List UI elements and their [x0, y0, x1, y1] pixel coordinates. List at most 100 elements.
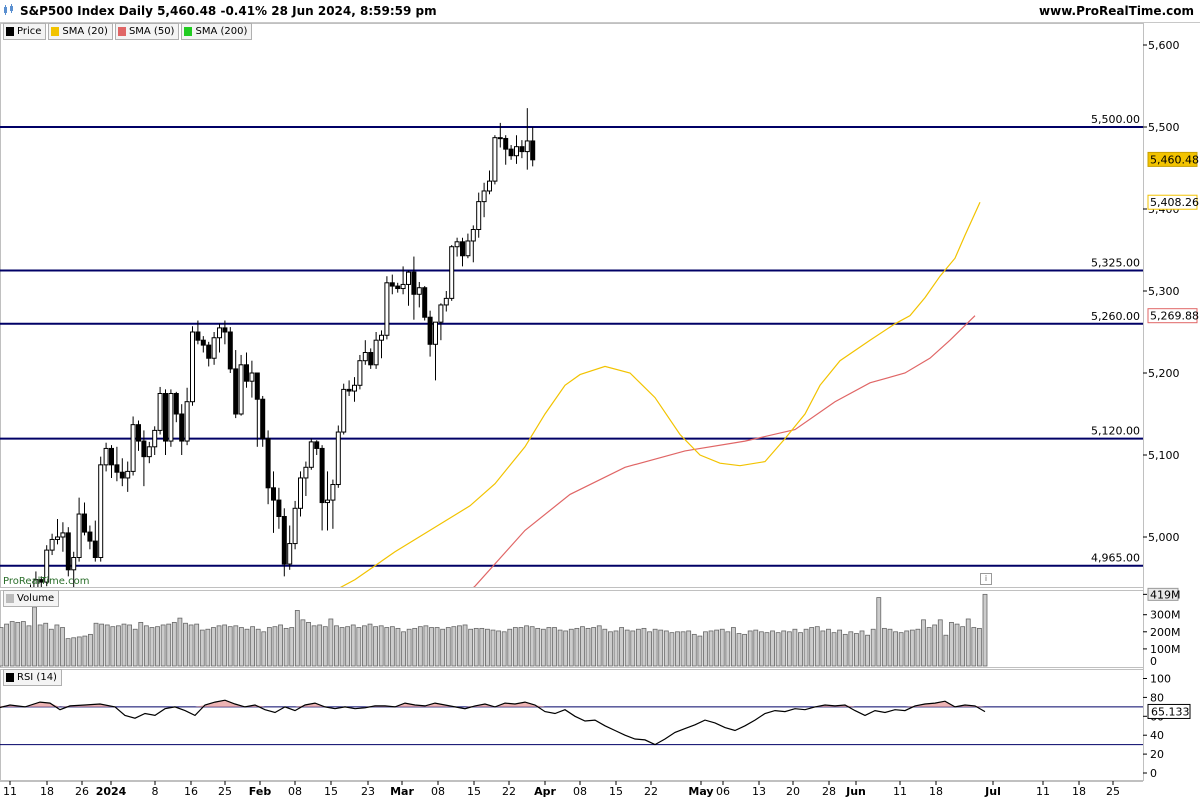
- candle-body: [49, 538, 55, 551]
- volume-bar: [138, 621, 144, 667]
- volume-bar: [742, 633, 747, 667]
- volume-bar: [876, 597, 882, 667]
- level-label: 5,260.00: [1091, 310, 1140, 323]
- candle-body: [233, 368, 239, 415]
- legend-item-sma200[interactable]: SMA (200): [181, 23, 253, 40]
- candle-body: [87, 531, 93, 542]
- x-tick-label: May: [688, 785, 713, 798]
- volume-bar: [753, 629, 759, 667]
- volume-bar: [798, 632, 803, 667]
- volume-bar: [199, 629, 205, 667]
- x-tick-label: Feb: [249, 785, 272, 798]
- volume-bar: [809, 627, 815, 667]
- volume-tick-label: 419M: [1150, 588, 1181, 601]
- candle-body: [157, 393, 163, 431]
- rsi-overbought-fill: [0, 700, 985, 707]
- volume-bar: [965, 618, 971, 667]
- volume-bar: [160, 624, 166, 667]
- volume-label: Volume: [17, 593, 55, 604]
- candle-body: [33, 579, 39, 587]
- x-tick-label: Apr: [534, 785, 556, 798]
- volume-bar: [451, 626, 457, 667]
- volume-bar: [893, 631, 898, 667]
- volume-bar: [580, 626, 585, 667]
- volume-bar: [37, 624, 43, 667]
- candle-body: [449, 246, 455, 299]
- x-tick-label: 20: [786, 785, 800, 798]
- rsi-line: [0, 699, 986, 746]
- volume-bar: [54, 624, 60, 667]
- volume-bar: [211, 627, 216, 667]
- x-tick-label: 16: [184, 785, 198, 798]
- volume-bar: [272, 626, 278, 667]
- candle-body: [173, 393, 179, 415]
- candle-body: [265, 438, 271, 489]
- volume-bar: [574, 627, 580, 667]
- candle-body: [470, 229, 476, 242]
- legend-item-price[interactable]: Price: [3, 23, 47, 40]
- volume-bar: [512, 627, 518, 667]
- volume-bar: [954, 623, 960, 667]
- volume-bar: [641, 627, 647, 667]
- volume-bar: [775, 632, 781, 667]
- volume-bar: [697, 635, 703, 667]
- volume-bar: [367, 623, 373, 667]
- info-icon[interactable]: i: [980, 573, 992, 585]
- candle-body: [341, 388, 347, 433]
- candle-body: [460, 241, 465, 257]
- legend-item-sma20[interactable]: SMA (20): [48, 23, 113, 40]
- volume-bar: [714, 629, 720, 667]
- volume-bar: [20, 621, 26, 667]
- volume-bar: [317, 624, 323, 667]
- candle-body: [335, 431, 341, 486]
- volume-bar: [244, 628, 250, 667]
- volume-bar: [658, 629, 664, 667]
- volume-bar: [121, 623, 127, 667]
- volume-bar: [250, 626, 255, 667]
- volume-bar: [322, 626, 328, 667]
- rsi-last-label: 65.133: [1151, 705, 1190, 718]
- volume-bar: [837, 629, 843, 667]
- volume-bar: [630, 630, 636, 667]
- volume-bar: [468, 628, 474, 667]
- candle-body: [109, 447, 114, 466]
- x-tick-label: 18: [1072, 785, 1086, 798]
- candle-body: [136, 424, 141, 442]
- volume-bar: [417, 626, 423, 667]
- volume-bar: [859, 630, 865, 667]
- candle-body: [76, 513, 82, 558]
- candle-body: [346, 388, 352, 392]
- candle-body: [238, 364, 244, 415]
- candle-body: [292, 507, 298, 545]
- volume-bar: [434, 627, 440, 667]
- volume-bar: [490, 629, 496, 667]
- sma50-tag: 5,269.88: [1150, 310, 1199, 323]
- rsi-pane-label[interactable]: RSI (14): [3, 669, 62, 686]
- volume-bar: [155, 626, 160, 667]
- volume-tick-label: 100M: [1150, 643, 1181, 656]
- legend-label: SMA (200): [195, 26, 248, 37]
- volume-bar: [194, 623, 200, 667]
- volume-bar: [608, 631, 613, 667]
- site-url[interactable]: www.ProRealTime.com: [1039, 4, 1194, 18]
- volume-last-bg: [1147, 587, 1179, 601]
- legend-item-sma50[interactable]: SMA (50): [114, 23, 180, 40]
- volume-pane-label[interactable]: Volume: [3, 590, 60, 607]
- volume-bar: [311, 625, 317, 667]
- candle-body: [308, 441, 314, 468]
- candle-body: [508, 148, 514, 157]
- x-tick-label: 13: [752, 785, 766, 798]
- x-tick-label: 08: [573, 785, 587, 798]
- sma20-line: [340, 201, 981, 587]
- volume-bar: [485, 628, 490, 667]
- volume-bar: [183, 622, 188, 667]
- last-price-tag-bg: [1147, 151, 1198, 167]
- volume-bar: [546, 627, 552, 667]
- candle-body: [406, 271, 411, 285]
- sma50-line: [473, 315, 976, 587]
- x-tick-label: 23: [361, 785, 375, 798]
- x-tick-label: 25: [218, 785, 232, 798]
- volume-bar: [943, 634, 949, 667]
- volume-bar: [507, 628, 513, 667]
